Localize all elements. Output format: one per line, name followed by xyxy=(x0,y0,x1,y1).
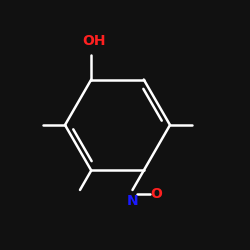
Text: O: O xyxy=(150,187,162,201)
Text: N: N xyxy=(127,194,138,208)
Text: OH: OH xyxy=(82,34,106,48)
